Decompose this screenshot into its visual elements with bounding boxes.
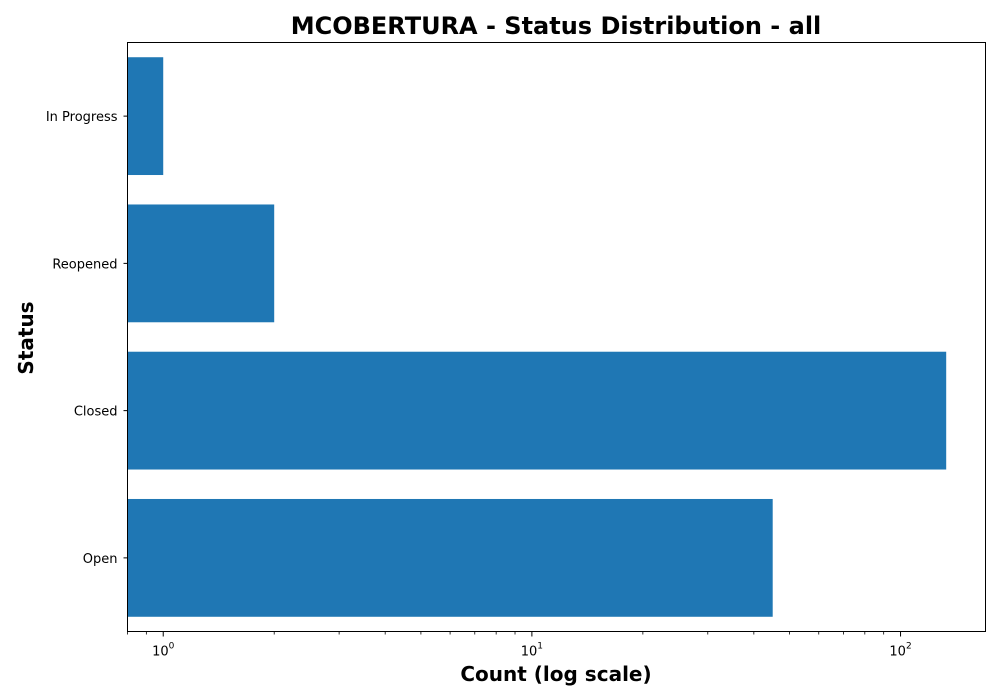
bars xyxy=(127,57,947,617)
x-tick-exponent: 0 xyxy=(169,642,175,652)
x-tick-exponent: 2 xyxy=(906,642,912,652)
x-tick-base: 10 xyxy=(152,645,169,660)
x-tick-base: 10 xyxy=(521,645,538,660)
bar-in-progress xyxy=(127,57,164,176)
plot-frame xyxy=(127,42,986,632)
y-axis-ticks: Open Closed Reopened In Progress xyxy=(46,110,128,567)
y-axis-label: Status xyxy=(14,301,38,374)
x-tick-exponent: 1 xyxy=(537,642,543,652)
bar-closed xyxy=(127,351,947,470)
y-tick-label-closed: Closed xyxy=(74,405,118,420)
x-tick-label-10: 101 xyxy=(521,642,543,660)
x-axis-label: Count (log scale) xyxy=(460,662,651,686)
x-axis-ticks: 100 101 102 xyxy=(127,631,912,660)
y-tick-label-reopened: Reopened xyxy=(52,257,117,272)
bar-reopened xyxy=(127,204,275,323)
y-tick-label-open: Open xyxy=(83,552,118,567)
bar-open xyxy=(127,498,773,617)
x-tick-label-1: 100 xyxy=(152,642,175,660)
y-tick-label-in-progress: In Progress xyxy=(46,110,118,125)
x-tick-base: 10 xyxy=(889,645,906,660)
chart-title: MCOBERTURA - Status Distribution - all xyxy=(291,12,822,40)
x-tick-label-100: 102 xyxy=(889,642,911,660)
